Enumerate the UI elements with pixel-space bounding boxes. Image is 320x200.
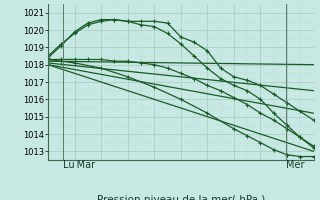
Text: Mer: Mer bbox=[286, 160, 304, 170]
Text: Lu Mar: Lu Mar bbox=[63, 160, 95, 170]
Text: Pression niveau de la mer( hPa ): Pression niveau de la mer( hPa ) bbox=[97, 194, 265, 200]
